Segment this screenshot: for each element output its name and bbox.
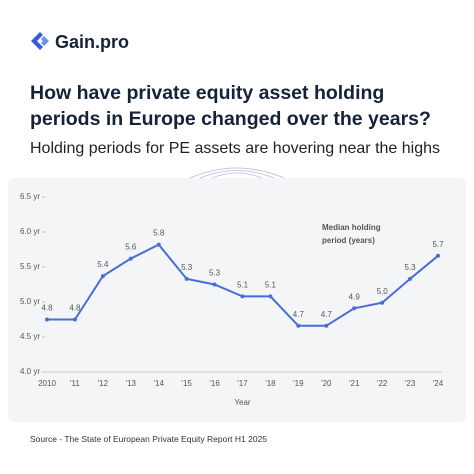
x-tick-label: '24 <box>433 379 444 388</box>
annotation: Median holding <box>322 223 381 232</box>
y-tick-label: 4.0 yr <box>20 367 40 376</box>
data-label: 5.0 <box>377 287 389 296</box>
data-label: 4.7 <box>321 310 333 319</box>
x-tick-label: 2010 <box>38 379 56 388</box>
logo-icon <box>31 32 49 50</box>
point <box>72 317 77 322</box>
chart-card <box>8 178 466 422</box>
x-tick-label: '11 <box>70 379 80 388</box>
data-label: 4.9 <box>349 292 361 301</box>
point <box>100 274 105 279</box>
y-tick-label: 5.5 yr <box>20 262 40 271</box>
data-label: 5.7 <box>432 240 444 249</box>
data-label: 5.3 <box>405 263 417 272</box>
point <box>268 294 273 299</box>
decoration <box>189 167 285 179</box>
x-tick-label: '23 <box>405 379 416 388</box>
y-tick-label: 6.5 yr <box>20 192 40 201</box>
source: Source - The State of European Private E… <box>30 434 267 444</box>
point <box>324 323 329 328</box>
x-tick-label: '12 <box>98 379 109 388</box>
point <box>212 282 217 287</box>
data-label: 5.3 <box>209 269 221 278</box>
point <box>296 323 301 328</box>
point <box>380 300 385 305</box>
data-label: 4.7 <box>293 310 305 319</box>
data-label: 5.1 <box>237 281 249 290</box>
data-label: 5.3 <box>181 263 193 272</box>
subtitle: Holding periods for PE assets are hoveri… <box>30 140 440 157</box>
data-label: 5.4 <box>97 260 109 269</box>
x-tick-label: '17 <box>237 379 248 388</box>
point <box>128 256 133 261</box>
point <box>184 276 189 281</box>
x-tick-label: '18 <box>265 379 276 388</box>
x-tick-label: '20 <box>321 379 332 388</box>
annotation: period (years) <box>322 236 375 245</box>
x-tick-label: '16 <box>209 379 220 388</box>
x-tick-label: '21 <box>349 379 360 388</box>
point <box>408 276 413 281</box>
data-label: 5.1 <box>265 281 277 290</box>
point <box>352 306 357 311</box>
x-tick-label: '14 <box>153 379 164 388</box>
title-line: periods in Europe changed over the years… <box>30 108 431 130</box>
point <box>45 317 49 322</box>
point <box>156 242 161 247</box>
data-label: 4.8 <box>69 304 81 313</box>
x-tick-label: '19 <box>293 379 304 388</box>
title-line: How have private equity asset holding <box>30 82 384 104</box>
data-label: 5.6 <box>125 243 137 252</box>
data-label: 4.8 <box>41 304 53 313</box>
data-label: 5.8 <box>153 229 165 238</box>
plot: 4.0 yr 4.5 yr 5.0 yr 5.5 yr 6.0 yr 6.5 yr 2010… <box>20 192 444 407</box>
x-tick-label: '22 <box>377 379 388 388</box>
y-tick-label: 6.0 yr <box>20 227 40 236</box>
y-tick-label: 4.5 yr <box>20 332 40 341</box>
point <box>436 253 440 258</box>
x-tick-label: '13 <box>126 379 137 388</box>
x-tick-label: '15 <box>181 379 192 388</box>
x-axis-label: Year <box>234 398 251 407</box>
brand: Gain.pro <box>55 32 129 52</box>
y-tick-label: 5.0 yr <box>20 297 40 306</box>
point <box>240 294 245 299</box>
